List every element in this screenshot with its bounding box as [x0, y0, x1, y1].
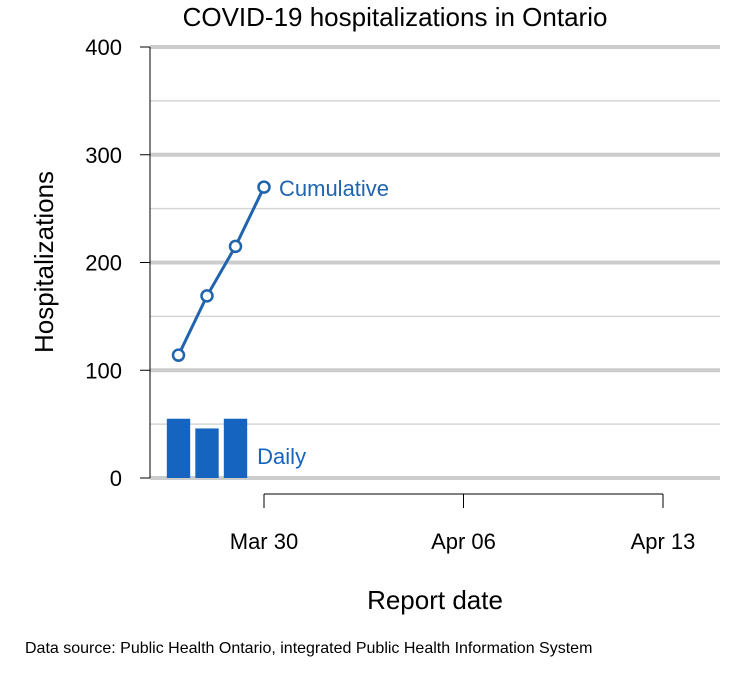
y-tick-label: 200	[85, 251, 122, 276]
x-tick-label: Mar 30	[230, 529, 298, 554]
series-labels: Cumulative Daily	[257, 176, 389, 469]
cumulative-point	[200, 289, 214, 303]
daily-bar	[166, 418, 191, 478]
daily-bars	[166, 418, 248, 478]
chart-title: COVID-19 hospitalizations in Ontario	[183, 2, 608, 32]
daily-bar	[195, 428, 219, 478]
daily-series-label: Daily	[257, 444, 306, 469]
y-tick-label: 400	[85, 35, 122, 60]
y-tick-label: 300	[85, 143, 122, 168]
cumulative-point	[228, 239, 243, 254]
y-axis: 0 100 200 300 400	[85, 35, 151, 491]
x-tick-label: Apr 06	[431, 529, 496, 554]
y-tick-label: 0	[110, 466, 122, 491]
x-axis-label: Report date	[367, 585, 503, 615]
cumulative-series-label: Cumulative	[279, 176, 389, 201]
data-source-note: Data source: Public Health Ontario, inte…	[25, 640, 593, 657]
cumulative-point	[171, 348, 186, 362]
x-axis: Mar 30 Apr 06 Apr 13	[230, 493, 696, 554]
x-tick-label: Apr 13	[631, 529, 696, 554]
cumulative-line-path	[177, 186, 266, 356]
gridlines	[150, 45, 720, 480]
y-axis-label: Hospitalizations	[29, 171, 59, 353]
daily-bar	[223, 418, 248, 478]
y-tick-label: 100	[85, 358, 122, 383]
cumulative-line	[171, 180, 271, 362]
cumulative-point	[257, 180, 271, 194]
